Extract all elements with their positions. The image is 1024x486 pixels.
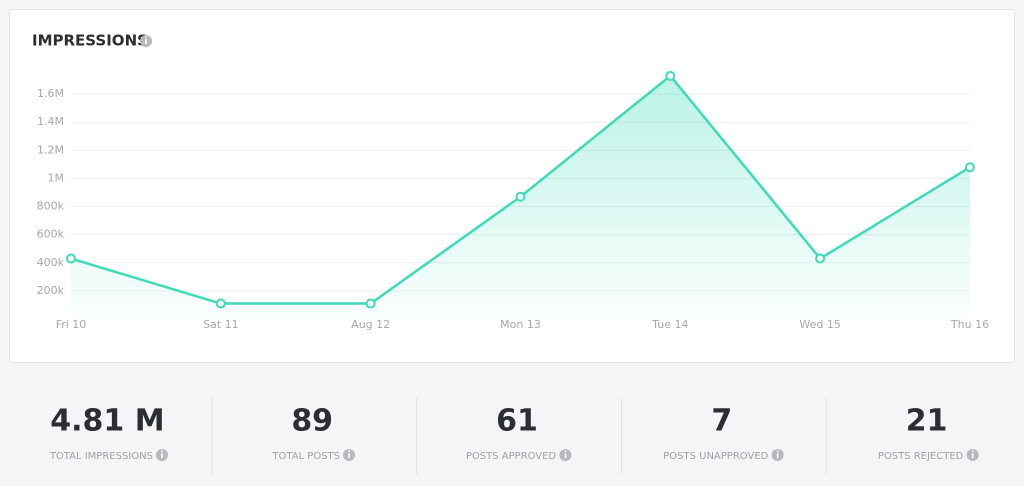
chart-title: IMPRESSIONS xyxy=(32,32,148,50)
point xyxy=(365,298,376,309)
stat-label: POSTS APPROVED xyxy=(466,451,557,462)
y-tick-label: 400k xyxy=(37,256,65,269)
info-icon[interactable] xyxy=(140,35,152,47)
point xyxy=(965,162,975,173)
stat-label: POSTS UNAPPROVED xyxy=(663,451,768,462)
y-tick-label: 600k xyxy=(37,228,65,241)
x-tick-label: Aug 12 xyxy=(351,318,390,331)
y-tick-label: 800k xyxy=(37,200,65,213)
y-tick-label: 1.4M xyxy=(37,115,64,128)
point xyxy=(66,253,76,264)
stat-label: TOTAL IMPRESSIONS xyxy=(49,451,153,462)
stat-label: TOTAL POSTS xyxy=(271,451,340,462)
info-icon-glyph xyxy=(564,453,567,458)
info-icon[interactable] xyxy=(343,449,356,461)
x-tick-label: Tue 14 xyxy=(651,318,688,331)
stat-value: 61 xyxy=(496,404,538,439)
point xyxy=(665,70,676,81)
stat-value: 7 xyxy=(711,404,732,439)
x-tick-label: Fri 10 xyxy=(56,318,87,331)
info-icon[interactable] xyxy=(966,449,979,461)
info-icon-dot xyxy=(348,450,350,452)
x-tick-label: Thu 16 xyxy=(950,318,989,331)
info-icon-glyph xyxy=(776,453,779,458)
info-icon[interactable] xyxy=(559,449,572,461)
y-tick-label: 200k xyxy=(37,284,65,297)
stats-row: 4.81 M TOTAL IMPRESSIONS 89 TOTAL POSTS 61 PO… xyxy=(49,398,979,474)
point xyxy=(215,298,226,309)
info-icon-dot xyxy=(971,450,974,452)
info-icon-glyph xyxy=(161,453,163,458)
stat-label: POSTS REJECTED xyxy=(878,451,964,462)
x-tick-label: Mon 13 xyxy=(500,318,541,331)
stat-value: 21 xyxy=(906,404,948,439)
info-icon[interactable] xyxy=(771,449,784,461)
info-icon-dot xyxy=(776,450,779,452)
x-tick-label: Sat 11 xyxy=(203,318,239,331)
info-icon-glyph xyxy=(348,453,350,458)
y-tick-label: 1.2M xyxy=(37,143,64,156)
info-icon-dot xyxy=(564,450,567,452)
info-icon-dot xyxy=(161,450,163,452)
stat-value: 89 xyxy=(291,404,333,439)
y-tick-label: 1.6M xyxy=(37,87,64,100)
stat-value: 4.81 M xyxy=(50,404,164,439)
info-icon[interactable] xyxy=(155,449,168,461)
info-icon-glyph xyxy=(971,453,974,458)
point xyxy=(515,191,526,202)
point xyxy=(815,253,826,264)
y-tick-label: 1M xyxy=(48,171,65,184)
x-tick-label: Wed 15 xyxy=(799,318,840,331)
